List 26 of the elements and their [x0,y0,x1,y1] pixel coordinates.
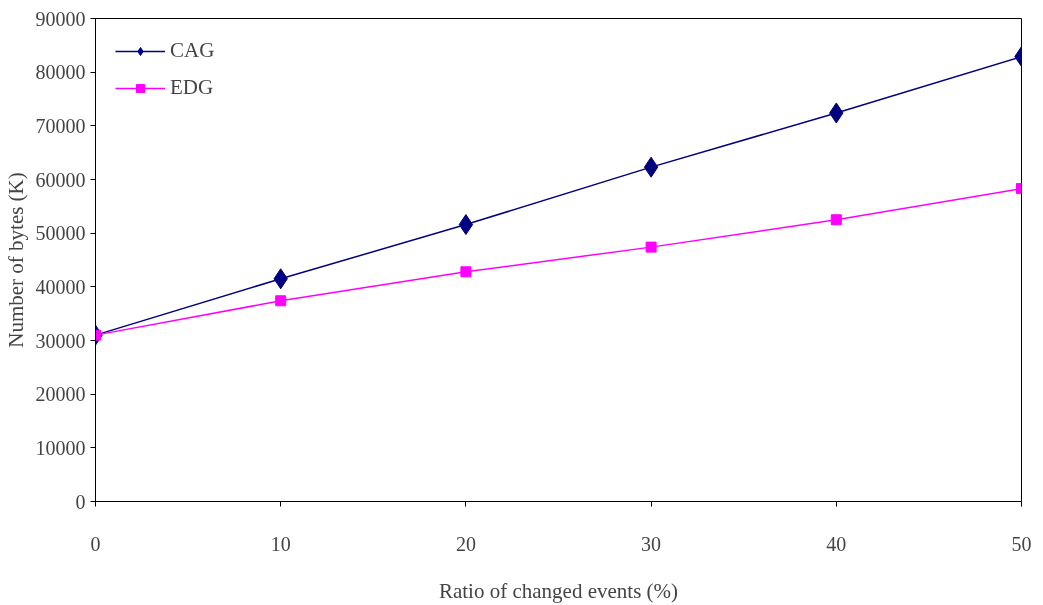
point [275,295,287,307]
y-tick-label: 70000 [35,114,86,137]
point [643,156,659,178]
y-tick-label: 30000 [35,329,86,352]
x-tick-label: 50 [1011,532,1032,555]
y-tick-label: 20000 [35,383,86,406]
y-tick-label: 80000 [35,61,86,84]
point [830,214,842,226]
x-tick-label: 30 [641,532,662,555]
point [458,214,474,236]
x-tick-label: 40 [826,532,847,555]
x-tick-label: 0 [90,532,101,555]
y-tick-label: 90000 [35,7,86,30]
legend-label: CAG [170,38,215,63]
x-tick-label: 20 [455,532,476,555]
point [645,241,657,253]
y-tick-label: 10000 [35,436,86,459]
x-axis-title: Ratio of changed events (%) [438,578,679,603]
legend-label: EDG [170,75,214,100]
y-tick-label: 0 [75,490,86,513]
y-tick-label: 40000 [35,275,86,298]
y-tick-label: 50000 [35,222,86,245]
y-tick-label: 60000 [35,168,86,191]
x-tick-label: 10 [270,532,291,555]
point [460,266,472,278]
y-axis-title: Number of bytes (K) [3,172,28,348]
